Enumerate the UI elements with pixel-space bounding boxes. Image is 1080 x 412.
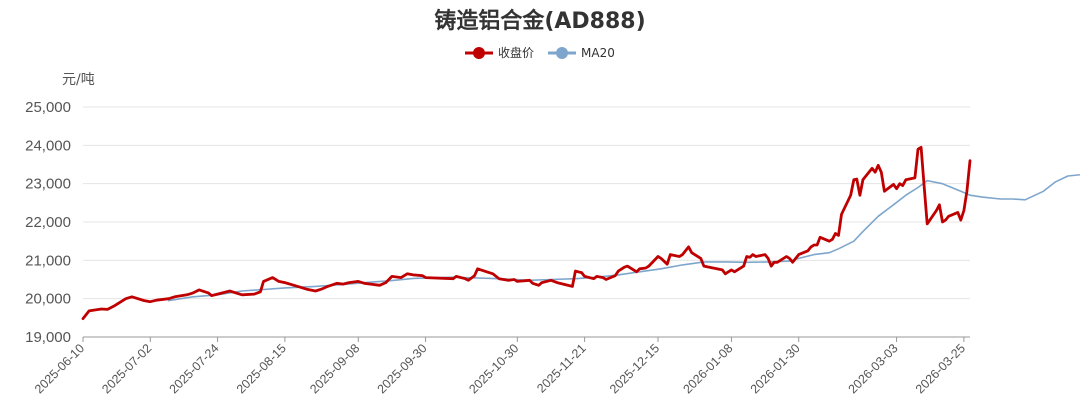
y-tick-label: 19,000 — [25, 329, 71, 346]
x-tick-label: 2025-11-21 — [534, 341, 588, 395]
series-line-ma20[interactable] — [167, 173, 1080, 302]
x-tick-label: 2026-03-25 — [913, 341, 968, 396]
y-axis-ticks: 19,000 20,000 21,000 22,000 23,000 24,000 25,0… — [25, 99, 71, 346]
x-tick-label: 2025-08-15 — [234, 341, 289, 396]
x-tick-label: 2025-09-08 — [307, 341, 362, 396]
y-tick-label: 22,000 — [25, 214, 71, 231]
series-line-close[interactable] — [81, 145, 972, 320]
legend-item-close[interactable]: 收盘价 — [465, 45, 534, 60]
x-tick-label: 2025-12-15 — [607, 341, 662, 396]
x-axis: 2025-06-10 2025-07-02 2025-07-24 2025-08-15… — [32, 336, 970, 396]
legend-close-marker — [473, 47, 485, 59]
x-tick-label: 2026-03-03 — [846, 341, 901, 396]
x-tick-label: 2025-07-24 — [167, 341, 222, 396]
y-tick-label: 21,000 — [25, 252, 71, 269]
y-axis-unit: 元/吨 — [62, 72, 95, 88]
legend-ma20-marker — [556, 47, 568, 59]
x-tick-label: 2025-09-30 — [375, 341, 430, 396]
x-tick-label: 2025-06-10 — [32, 341, 87, 396]
x-tick-label: 2026-01-30 — [748, 341, 803, 396]
y-tick-label: 23,000 — [25, 176, 71, 193]
legend-close-label: 收盘价 — [498, 45, 534, 60]
x-tick-label: 2025-10-30 — [466, 341, 521, 396]
legend-item-ma20[interactable]: MA20 — [548, 46, 615, 60]
legend[interactable]: 收盘价 MA20 — [465, 45, 615, 60]
y-tick-label: 25,000 — [25, 99, 71, 116]
x-tick-label: 2025-07-02 — [99, 341, 154, 396]
grid-lines — [83, 106, 970, 338]
legend-ma20-label: MA20 — [581, 46, 615, 60]
chart-title: 铸造铝合金(AD888) — [434, 8, 645, 34]
x-tick-label: 2026-01-08 — [680, 341, 735, 396]
plot-area — [81, 145, 1080, 320]
y-tick-label: 24,000 — [25, 137, 71, 154]
y-tick-label: 20,000 — [25, 291, 71, 308]
